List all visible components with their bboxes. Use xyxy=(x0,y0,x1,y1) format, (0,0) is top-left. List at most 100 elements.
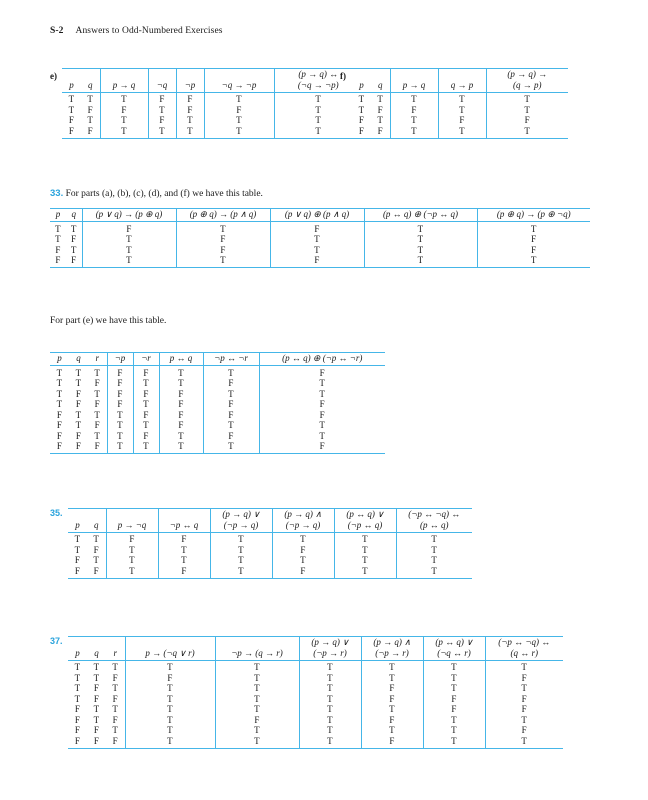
column-header-line: q xyxy=(71,209,77,219)
truth-value-cell: T xyxy=(105,544,158,555)
column-header: p xyxy=(50,352,69,366)
truth-value-cell: T xyxy=(105,565,158,579)
part-label-e: e) xyxy=(50,71,57,81)
truth-value-cell: T xyxy=(273,92,362,105)
truth-value-cell: T xyxy=(271,555,334,566)
truth-value-cell: F xyxy=(112,714,118,725)
truth-value-cell: T xyxy=(273,125,362,139)
truth-value-cell: T xyxy=(214,725,299,736)
truth-value-cell: T xyxy=(106,441,133,454)
truth-value-cell: T xyxy=(363,234,477,245)
truth-value-cell: F xyxy=(389,104,438,115)
truth-value-cell: F xyxy=(50,255,66,268)
truth-value-cell: F xyxy=(124,672,215,683)
truth-value-cell: F xyxy=(87,565,106,579)
truth-value-cell: T xyxy=(214,693,299,704)
truth-value-cell: T xyxy=(202,365,259,378)
truth-value-cell: T xyxy=(258,430,385,441)
column-header: (p ∨ q) ⊕ (p ∧ q) xyxy=(269,208,364,222)
truth-value-cell: F xyxy=(157,565,210,579)
column-header: (p → q) ∨ (¬p → q) xyxy=(209,508,272,533)
truth-value-cell: T xyxy=(437,104,486,115)
truth-value-cell: F xyxy=(69,441,88,454)
column-header: p xyxy=(68,508,87,533)
column-header-line: (p ⊕ q) → (p ⊕ ¬q) xyxy=(496,209,571,219)
truth-value-cell: T xyxy=(157,555,210,566)
truth-value-cell: F xyxy=(202,430,259,441)
truth-value-cell: T xyxy=(75,420,82,430)
truth-value-cell: F xyxy=(437,115,486,126)
truth-value-cell: F xyxy=(360,714,423,725)
truth-value-cell: F xyxy=(360,693,423,704)
truth-value-cell: F xyxy=(175,234,270,245)
truth-value-cell: F xyxy=(93,544,99,555)
truth-value-cell: T xyxy=(377,94,384,104)
column-header: (p → q) → (q → p) xyxy=(485,68,568,93)
column-header-line: ¬p ↔ ¬r xyxy=(214,353,248,363)
column-header-line: (p → q) ∨ xyxy=(222,509,260,519)
truth-value-cell: F xyxy=(66,255,82,268)
truth-value-cell: F xyxy=(55,244,61,255)
column-header-line: ¬r xyxy=(141,353,151,363)
column-header-line: (p ↔ q) ⊕ (¬p ↔ q) xyxy=(382,209,459,219)
column-header: ¬q xyxy=(147,68,176,93)
column-header: (p ↔ q) ⊕ (¬p ↔ ¬r) xyxy=(258,352,385,366)
column-header-line: (p ⊕ q) → (p ∧ q) xyxy=(189,209,257,219)
truth-value-cell: F xyxy=(271,565,334,579)
truth-value-cell: T xyxy=(363,221,477,234)
truth-value-cell: T xyxy=(389,115,438,126)
truth-value-cell: T xyxy=(99,115,148,126)
column-header-line: (¬p ↔ ¬q) ↔ xyxy=(408,509,461,519)
truth-value-cell: T xyxy=(298,693,361,704)
truth-value-cell: T xyxy=(209,565,272,579)
truth-value-cell: T xyxy=(75,367,82,378)
column-header: (p → q) ↔ (¬q → ¬p) xyxy=(273,68,362,93)
truth-value-cell: T xyxy=(74,544,81,555)
truth-value-cell: T xyxy=(106,409,133,420)
truth-value-cell: F xyxy=(358,115,365,125)
truth-value-cell: T xyxy=(273,115,362,126)
truth-value-cell: T xyxy=(298,714,361,725)
truth-value-cell: F xyxy=(106,735,125,749)
truth-value-cell: T xyxy=(333,565,396,579)
column-header-line: (p → q) ∧ xyxy=(373,637,411,647)
column-header-line: ¬p xyxy=(114,353,126,363)
column-header: q xyxy=(69,352,88,366)
truth-value-cell: T xyxy=(112,662,119,672)
folio: S-2 xyxy=(50,26,64,36)
truth-value-cell: T xyxy=(132,378,159,389)
truth-value-cell: T xyxy=(93,672,100,683)
truth-value-cell: F xyxy=(93,683,100,693)
truth-value-cell: T xyxy=(484,660,563,673)
truth-value-cell: F xyxy=(175,244,270,255)
truth-value-cell: T xyxy=(75,378,82,388)
truth-value-cell: T xyxy=(93,704,100,714)
truth-value-cell: F xyxy=(476,234,590,245)
column-header-line: (¬q → ¬p) xyxy=(297,79,339,90)
truth-value-cell: T xyxy=(158,378,203,389)
truth-value-cell: T xyxy=(175,125,204,139)
truth-value-cell: F xyxy=(75,399,82,409)
truth-value-cell: T xyxy=(175,221,270,234)
truth-value-cell: F xyxy=(50,441,69,454)
truth-value-cell: T xyxy=(81,234,176,245)
truth-value-cell: T xyxy=(132,441,159,454)
column-header: (p → q) ∨ (¬p → r) xyxy=(298,636,361,661)
column-header-line: q xyxy=(88,79,93,90)
column-header: (p ↔ q) ∨ (¬p ↔ q) xyxy=(333,508,396,533)
truth-value-cell: T xyxy=(395,532,472,545)
exercise-33e-intro: For part (e) we have this table. xyxy=(50,316,167,326)
